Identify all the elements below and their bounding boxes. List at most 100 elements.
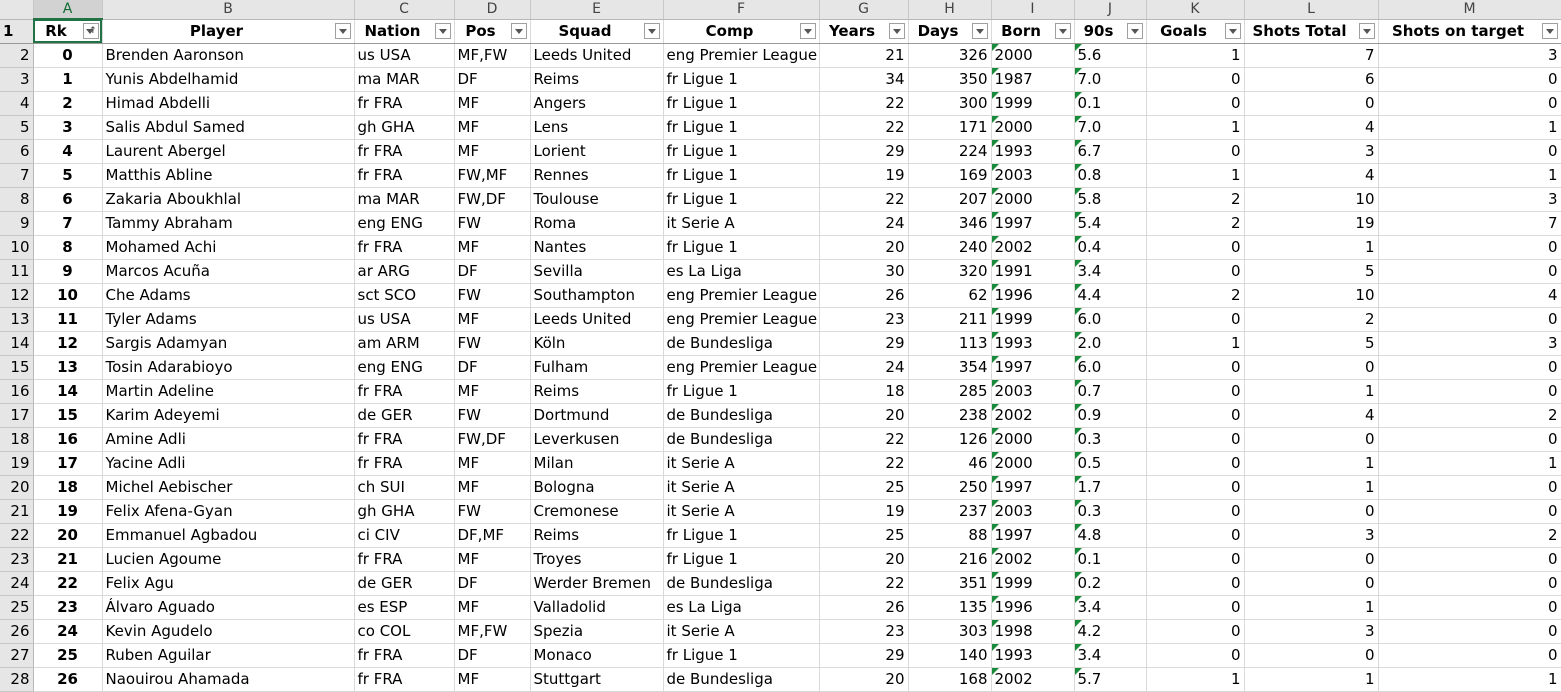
cell-goals[interactable]: 0 bbox=[1146, 235, 1245, 260]
cell-born[interactable]: 1987 bbox=[991, 67, 1075, 92]
cell-nation[interactable]: fr FRA bbox=[354, 379, 455, 404]
cell-born[interactable]: 1998 bbox=[991, 619, 1075, 644]
cell-years[interactable]: 21 bbox=[819, 43, 909, 68]
cell-goals[interactable]: 0 bbox=[1146, 571, 1245, 596]
cell-goals[interactable]: 2 bbox=[1146, 283, 1245, 308]
cell-goals[interactable]: 0 bbox=[1146, 643, 1245, 668]
row-number[interactable]: 25 bbox=[0, 595, 34, 620]
cell-pos[interactable]: FW,DF bbox=[454, 427, 531, 452]
cell-player[interactable]: Michel Aebischer bbox=[102, 475, 355, 500]
cell-squad[interactable]: Monaco bbox=[530, 643, 664, 668]
cell-player[interactable]: Tyler Adams bbox=[102, 307, 355, 332]
cell-comp[interactable]: it Serie A bbox=[663, 451, 820, 476]
filter-dropdown-icon[interactable] bbox=[888, 22, 905, 39]
column-letter-h[interactable]: H bbox=[908, 0, 992, 20]
cell-nation[interactable]: eng ENG bbox=[354, 355, 455, 380]
cell-shots-on-target[interactable]: 0 bbox=[1378, 427, 1561, 452]
cell-squad[interactable]: Troyes bbox=[530, 547, 664, 572]
cell-years[interactable]: 19 bbox=[819, 499, 909, 524]
cell-nation[interactable]: es ESP bbox=[354, 595, 455, 620]
cell-born[interactable]: 1997 bbox=[991, 523, 1075, 548]
filter-dropdown-icon[interactable] bbox=[1541, 22, 1558, 39]
cell-comp[interactable]: it Serie A bbox=[663, 211, 820, 236]
cell-goals[interactable]: 1 bbox=[1146, 331, 1245, 356]
filter-dropdown-icon[interactable] bbox=[971, 22, 988, 39]
header-cell[interactable]: Rk ↑ bbox=[33, 19, 103, 44]
cell-nation[interactable]: de GER bbox=[354, 571, 455, 596]
cell-comp[interactable]: de Bundesliga bbox=[663, 571, 820, 596]
cell-squad[interactable]: Lens bbox=[530, 115, 664, 140]
row-number[interactable]: 22 bbox=[0, 523, 34, 548]
cell-90s[interactable]: 5.6 bbox=[1074, 43, 1147, 68]
cell-nation[interactable]: fr FRA bbox=[354, 547, 455, 572]
cell-nation[interactable]: us USA bbox=[354, 43, 455, 68]
cell-comp[interactable]: fr Ligue 1 bbox=[663, 187, 820, 212]
cell-goals[interactable]: 0 bbox=[1146, 619, 1245, 644]
cell-nation[interactable]: eng ENG bbox=[354, 211, 455, 236]
header-cell[interactable]: Years bbox=[819, 19, 909, 44]
cell-pos[interactable]: FW bbox=[454, 211, 531, 236]
cell-years[interactable]: 22 bbox=[819, 187, 909, 212]
row-number[interactable]: 15 bbox=[0, 355, 34, 380]
cell-rk[interactable]: 7 bbox=[33, 211, 103, 236]
row-number[interactable]: 16 bbox=[0, 379, 34, 404]
cell-comp[interactable]: eng Premier League bbox=[663, 43, 820, 68]
cell-rk[interactable]: 18 bbox=[33, 475, 103, 500]
cell-days[interactable]: 238 bbox=[908, 403, 992, 428]
cell-days[interactable]: 326 bbox=[908, 43, 992, 68]
row-number[interactable]: 12 bbox=[0, 283, 34, 308]
cell-rk[interactable]: 4 bbox=[33, 139, 103, 164]
cell-player[interactable]: Emmanuel Agbadou bbox=[102, 523, 355, 548]
cell-squad[interactable]: Cremonese bbox=[530, 499, 664, 524]
cell-player[interactable]: Che Adams bbox=[102, 283, 355, 308]
cell-years[interactable]: 25 bbox=[819, 523, 909, 548]
header-cell[interactable]: Shots Total bbox=[1244, 19, 1379, 44]
cell-nation[interactable]: sct SCO bbox=[354, 283, 455, 308]
cell-squad[interactable]: Lorient bbox=[530, 139, 664, 164]
cell-player[interactable]: Mohamed Achi bbox=[102, 235, 355, 260]
cell-comp[interactable]: fr Ligue 1 bbox=[663, 523, 820, 548]
column-letter-d[interactable]: D bbox=[454, 0, 531, 20]
cell-pos[interactable]: MF,FW bbox=[454, 43, 531, 68]
cell-days[interactable]: 171 bbox=[908, 115, 992, 140]
cell-years[interactable]: 24 bbox=[819, 355, 909, 380]
filter-dropdown-icon[interactable] bbox=[334, 22, 351, 39]
cell-comp[interactable]: it Serie A bbox=[663, 499, 820, 524]
cell-player[interactable]: Yacine Adli bbox=[102, 451, 355, 476]
cell-shots-on-target[interactable]: 0 bbox=[1378, 91, 1561, 116]
cell-born[interactable]: 1991 bbox=[991, 259, 1075, 284]
cell-squad[interactable]: Toulouse bbox=[530, 187, 664, 212]
cell-days[interactable]: 350 bbox=[908, 67, 992, 92]
cell-squad[interactable]: Fulham bbox=[530, 355, 664, 380]
cell-born[interactable]: 1997 bbox=[991, 211, 1075, 236]
cell-nation[interactable]: ci CIV bbox=[354, 523, 455, 548]
header-cell[interactable]: Comp bbox=[663, 19, 820, 44]
cell-pos[interactable]: DF bbox=[454, 355, 531, 380]
cell-days[interactable]: 351 bbox=[908, 571, 992, 596]
row-number[interactable]: 7 bbox=[0, 163, 34, 188]
filter-dropdown-icon[interactable] bbox=[1054, 22, 1071, 39]
cell-pos[interactable]: MF bbox=[454, 139, 531, 164]
cell-shots-on-target[interactable]: 0 bbox=[1378, 499, 1561, 524]
cell-squad[interactable]: Köln bbox=[530, 331, 664, 356]
cell-goals[interactable]: 0 bbox=[1146, 451, 1245, 476]
cell-90s[interactable]: 0.3 bbox=[1074, 427, 1147, 452]
cell-rk[interactable]: 9 bbox=[33, 259, 103, 284]
row-number[interactable]: 20 bbox=[0, 475, 34, 500]
cell-rk[interactable]: 20 bbox=[33, 523, 103, 548]
cell-rk[interactable]: 16 bbox=[33, 427, 103, 452]
cell-90s[interactable]: 0.5 bbox=[1074, 451, 1147, 476]
filter-dropdown-icon[interactable] bbox=[1224, 22, 1241, 39]
filter-dropdown-icon[interactable] bbox=[1126, 22, 1143, 39]
cell-years[interactable]: 22 bbox=[819, 91, 909, 116]
column-letter-c[interactable]: C bbox=[354, 0, 455, 20]
cell-days[interactable]: 88 bbox=[908, 523, 992, 548]
cell-goals[interactable]: 0 bbox=[1146, 67, 1245, 92]
cell-player[interactable]: Zakaria Aboukhlal bbox=[102, 187, 355, 212]
cell-shots-on-target[interactable]: 0 bbox=[1378, 67, 1561, 92]
cell-pos[interactable]: MF bbox=[454, 451, 531, 476]
cell-nation[interactable]: gh GHA bbox=[354, 499, 455, 524]
row-number[interactable]: 9 bbox=[0, 211, 34, 236]
row-number[interactable]: 4 bbox=[0, 91, 34, 116]
cell-player[interactable]: Amine Adli bbox=[102, 427, 355, 452]
